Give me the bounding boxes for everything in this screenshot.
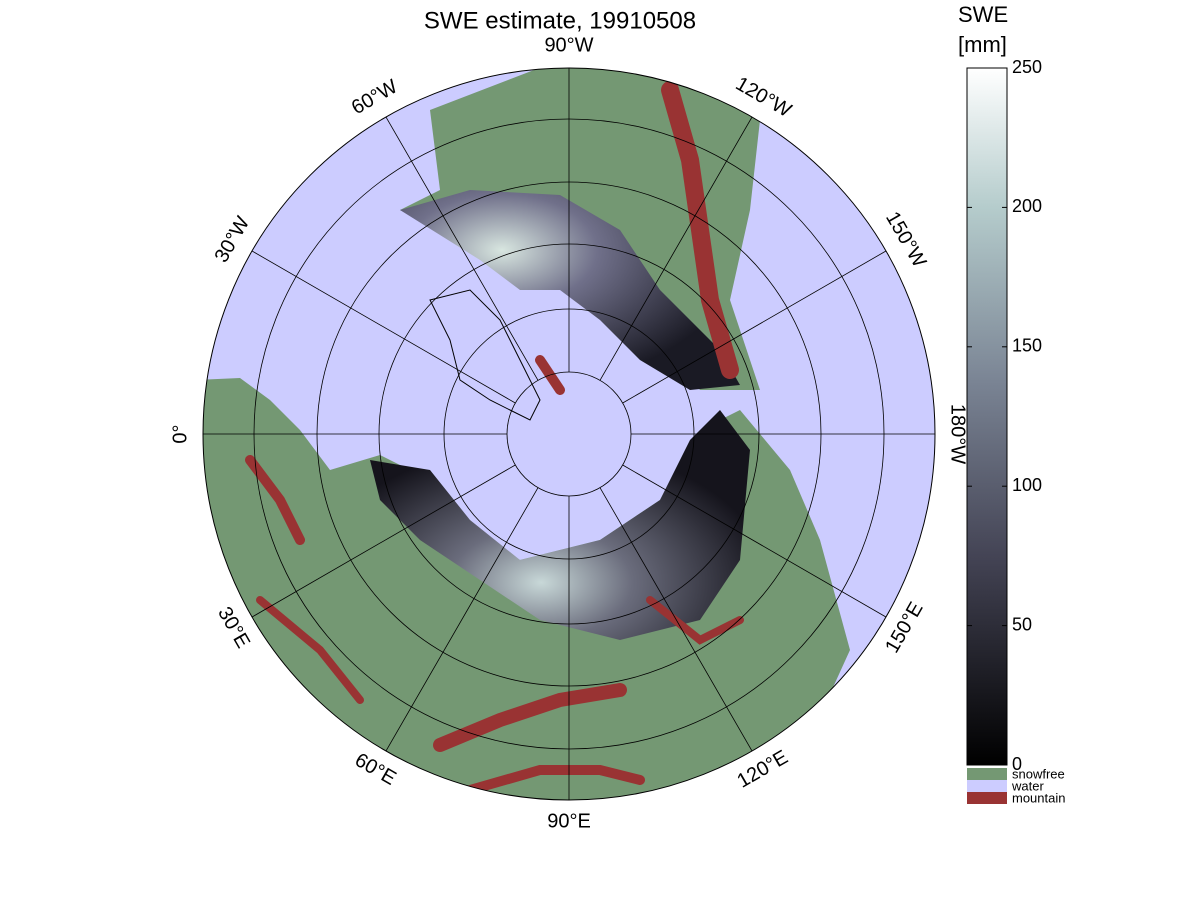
colorbar-scale bbox=[966, 67, 1008, 766]
title: SWE estimate, 19910508 bbox=[424, 7, 696, 34]
colorbar-tick-label: 250 bbox=[1012, 57, 1042, 77]
graticule bbox=[203, 68, 935, 800]
category-label: snowfree bbox=[1012, 766, 1065, 781]
greenland bbox=[429, 289, 541, 421]
longitude-label: 0° bbox=[169, 424, 191, 443]
colorbar-tick-label: 150 bbox=[1012, 336, 1042, 356]
category-swatch bbox=[967, 780, 1007, 792]
meridian bbox=[599, 487, 753, 752]
category-label: mountain bbox=[1012, 790, 1065, 805]
colorbar-label: SWE bbox=[958, 2, 1008, 27]
longitude-label: 180°W bbox=[947, 404, 969, 464]
meridian bbox=[251, 464, 516, 618]
category-label: water bbox=[1011, 778, 1044, 793]
meridian bbox=[622, 464, 887, 618]
mountains bbox=[245, 81, 744, 795]
colorbar-tick-label: 100 bbox=[1012, 475, 1042, 495]
meridian bbox=[622, 250, 887, 404]
longitude-label: 90°W bbox=[544, 34, 593, 56]
colorbar-label: [mm] bbox=[958, 32, 1007, 57]
colorbar-tick-label: 200 bbox=[1012, 196, 1042, 216]
meridian bbox=[385, 116, 539, 381]
meridian bbox=[251, 250, 516, 404]
category-swatch bbox=[967, 768, 1007, 780]
meridian bbox=[385, 487, 539, 752]
map-border bbox=[202, 67, 936, 801]
longitude-label: 90°E bbox=[547, 810, 591, 832]
category-swatch bbox=[967, 792, 1007, 804]
colorbar-tick-label: 0 bbox=[1012, 754, 1022, 774]
map bbox=[203, 68, 935, 800]
meridian bbox=[599, 116, 753, 381]
snow-america bbox=[400, 190, 740, 390]
colorbar-tick-label: 50 bbox=[1012, 614, 1032, 634]
